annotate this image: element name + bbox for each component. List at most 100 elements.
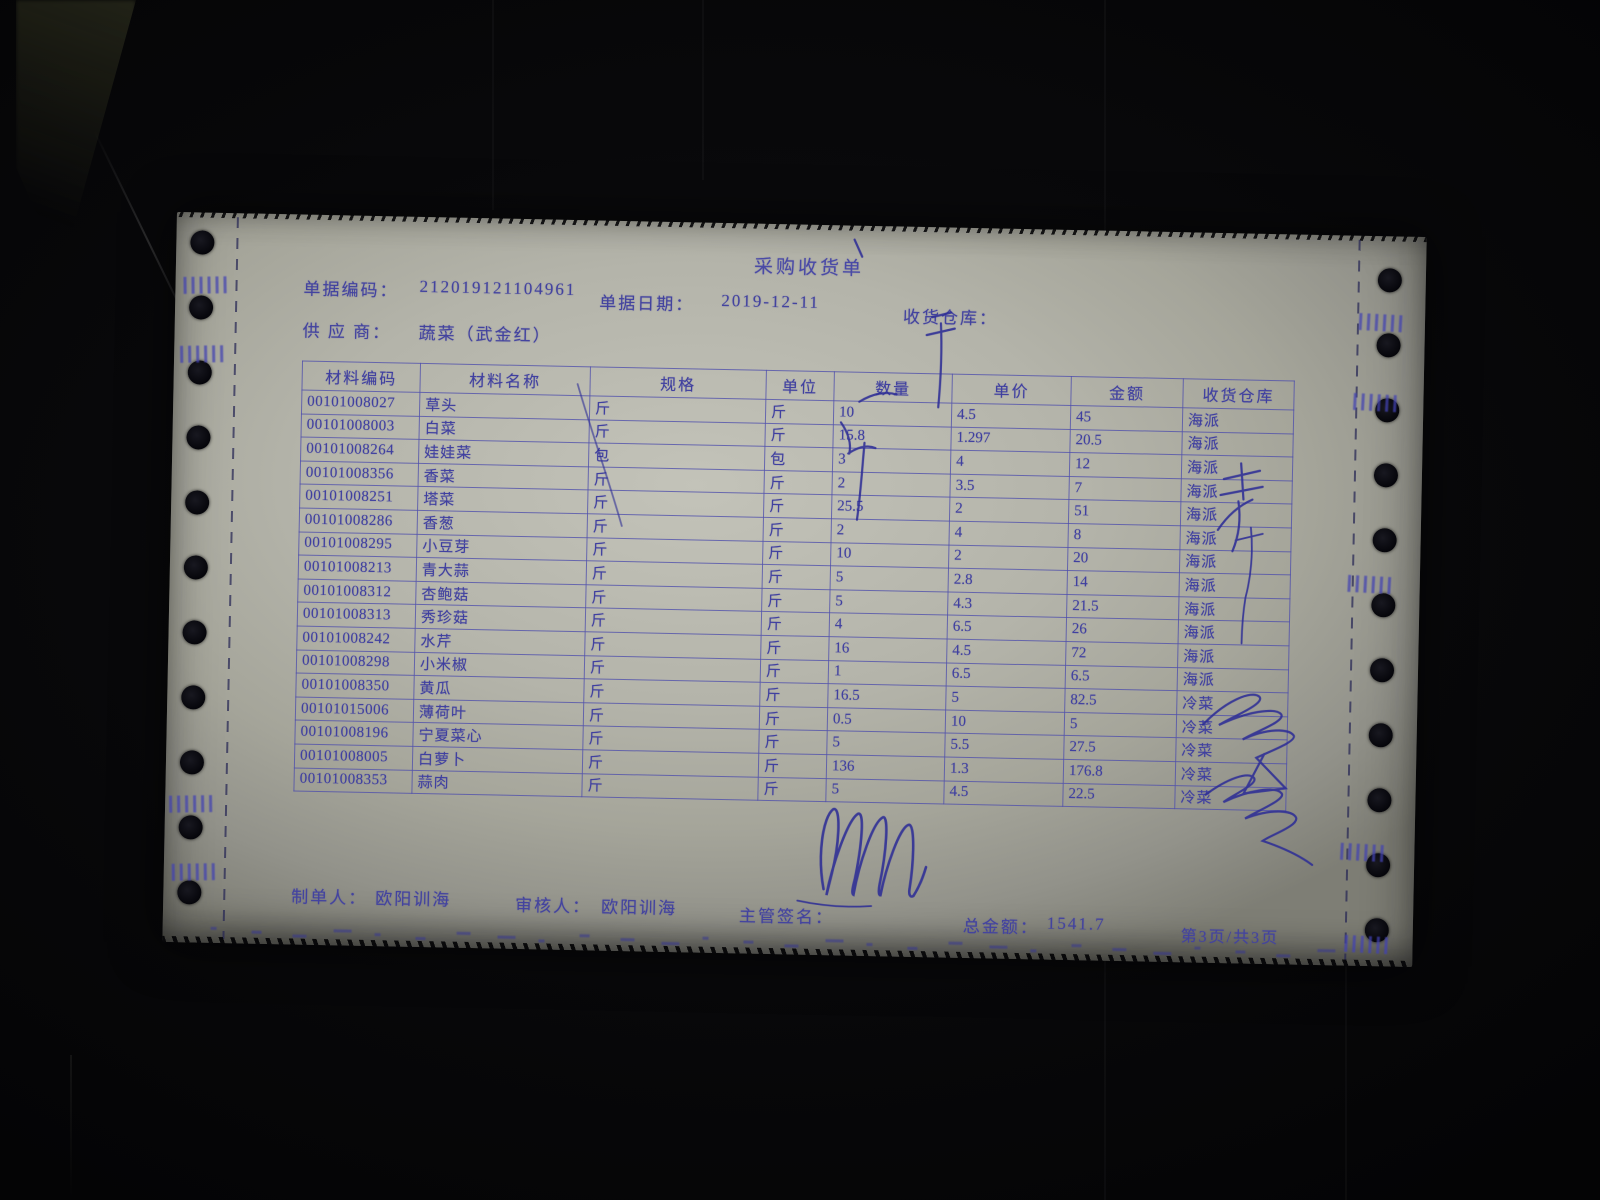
cell-code: 00101008264 [300,437,419,464]
cell-amount: 26 [1066,617,1179,644]
background-light-wedge [16,0,136,270]
supplier-label: 供 应 商： [302,321,392,343]
tear-ink-speck [661,941,680,946]
cell-price: 1.3 [944,756,1064,783]
total-value: 1541.7 [1046,913,1106,934]
cell-spec: 包 [588,443,765,471]
ink-smudge [183,276,228,294]
page-indicator: 第3页/共3页 [1180,928,1280,948]
cell-unit: 包 [764,446,833,472]
tear-ink-speck [1112,947,1127,952]
tear-ink-speck [1194,946,1201,950]
tear-ink-speck [1153,951,1172,956]
cell-price: 5.5 [944,733,1065,760]
tractor-hole [181,685,206,710]
cell-qty: 3 [832,447,951,474]
tractor-hole [183,555,209,580]
tear-ink-speck [333,929,352,933]
tear-ink-speck [456,931,471,936]
cell-name: 白菜 [418,416,590,444]
cell-price: 1.297 [950,426,1071,453]
cell-code: 00101008005 [294,743,413,770]
cell-price: 6.5 [946,662,1066,689]
cell-qty: 2 [831,518,950,545]
tractor-hole [1373,463,1399,488]
cell-qty: 136 [826,754,945,781]
cell-warehouse: 冷菜 [1175,737,1288,764]
tear-ink-speck [907,946,918,951]
cell-name: 青大蒜 [416,557,587,585]
cell-warehouse: 海派 [1180,502,1292,528]
cell-qty: 15.8 [832,424,952,451]
cell-price: 4 [948,521,1069,548]
cell-code: 00101008350 [295,673,415,700]
cell-unit: 斤 [760,658,829,684]
column-header: 收货仓库 [1182,378,1295,410]
column-header: 材料编码 [301,361,421,393]
ink-smudge [1358,312,1404,333]
cell-warehouse: 海派 [1182,407,1294,434]
perforation-line-left [222,217,239,940]
doc-code-label: 单据编码： [303,279,399,301]
cell-price: 4.5 [946,638,1067,665]
background-floor-glint [70,1055,72,1200]
column-header: 单位 [765,370,835,401]
cell-unit: 斤 [763,493,832,519]
tractor-hole [188,295,214,320]
cell-amount: 12 [1069,452,1182,479]
warehouse-label: 收货仓库： [902,307,999,329]
cell-unit: 斤 [758,753,827,779]
cell-qty: 0.5 [827,707,946,734]
cell-amount: 14 [1067,570,1180,597]
cell-name: 草头 [419,392,590,420]
cell-spec: 斤 [585,608,762,636]
column-header: 单价 [951,374,1072,406]
auditor-label: 审核人： [514,895,592,917]
doc-date-label: 单据日期： [599,293,695,315]
cell-spec: 斤 [586,560,763,589]
cell-name: 香葱 [417,510,588,538]
bottom-tear-specks [177,212,1427,958]
cell-warehouse: 冷菜 [1176,690,1289,717]
cell-code: 00101008213 [298,555,417,582]
cell-code: 00101008298 [296,649,415,676]
auditor-value: 欧阳训海 [600,897,678,919]
tractor-hole [1371,593,1396,618]
tractor-hole [184,490,210,515]
ink-smudge [1344,934,1389,955]
column-header: 数量 [833,371,953,404]
tear-ink-speck [292,934,307,938]
tractor-hole [190,230,215,255]
cell-warehouse: 海派 [1179,549,1291,576]
tractor-hole [1376,333,1401,358]
cell-qty: 5 [825,778,945,805]
cell-amount: 72 [1065,641,1179,668]
cell-price: 2 [948,544,1068,571]
tear-ink-speck [415,936,426,941]
ink-smudge [1347,574,1393,595]
cell-code: 00101008353 [293,767,413,794]
tear-ink-speck [784,944,799,948]
tear-ink-speck [1030,949,1037,953]
document-title: 采购收货单 [753,256,865,280]
tractor-hole [187,360,213,385]
cell-name: 黄瓜 [413,675,585,703]
cell-price: 6.5 [947,615,1067,642]
cell-amount: 6.5 [1065,664,1178,691]
cell-amount: 20.5 [1069,429,1183,455]
receipt-paper: 采购收货单 单据编码： 212019121104961 单据日期： 2019-1… [162,212,1427,967]
ink-smudge [1352,392,1398,413]
tractor-hole [186,425,211,450]
column-header: 材料名称 [419,363,591,396]
tear-ink-speck [866,942,873,947]
cell-unit: 斤 [763,470,833,496]
cell-unit: 斤 [761,611,830,637]
column-header: 金额 [1070,376,1184,408]
tear-ink-speck [251,930,262,934]
tear-ink-speck [374,933,381,937]
cell-warehouse: 海派 [1177,667,1289,694]
cell-name: 宁夏菜心 [412,722,584,750]
cell-qty: 5 [830,565,949,592]
tear-ink-speck [579,934,590,938]
doc-date-value: 2019-12-11 [721,290,821,312]
